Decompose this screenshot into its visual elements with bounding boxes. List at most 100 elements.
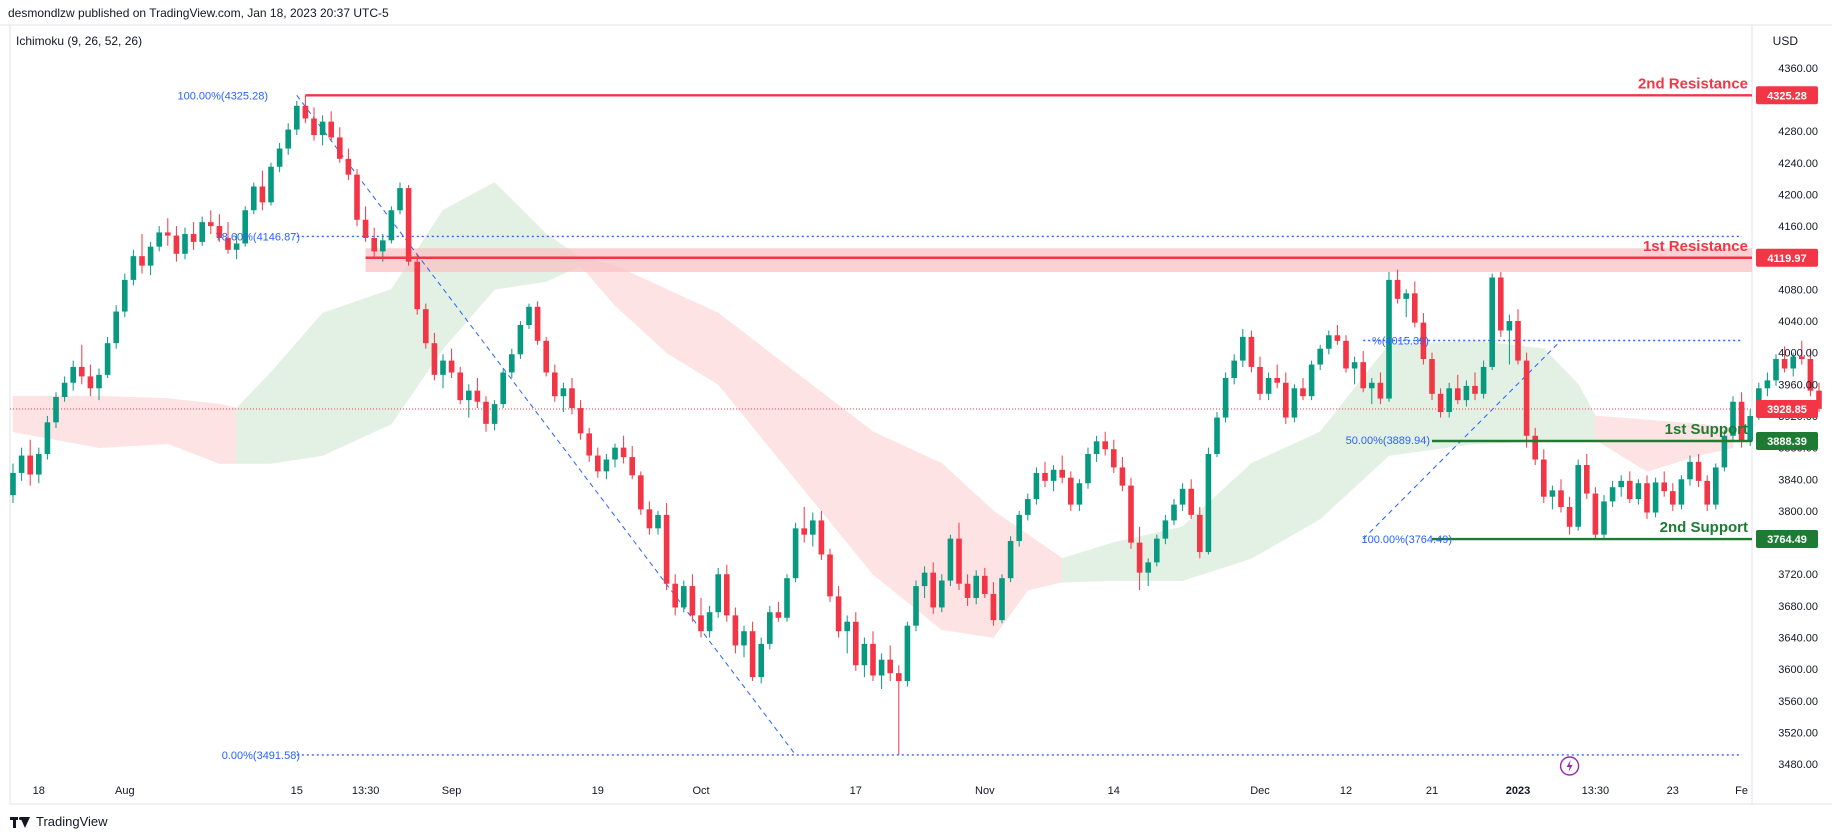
- candle-body: [199, 222, 205, 242]
- candle-body: [251, 186, 257, 211]
- candle-body: [612, 447, 618, 460]
- candle-body: [1601, 501, 1607, 535]
- resistance-level-title: 1st Resistance: [1643, 238, 1748, 255]
- candle-body: [1695, 461, 1702, 481]
- candle-body: [1188, 488, 1194, 515]
- candle-body: [1222, 377, 1229, 418]
- resistance-price-badge-text: 4119.97: [1767, 253, 1806, 265]
- candle-body: [500, 372, 506, 405]
- candle-body: [1050, 469, 1057, 481]
- ichimoku-cloud-segment: [614, 265, 667, 354]
- fib-level-label: 78.60%(4146.87): [216, 231, 300, 243]
- candle-body: [577, 408, 584, 434]
- candle-body: [1205, 453, 1212, 553]
- fib-trend-line[interactable]: [1362, 340, 1562, 540]
- candle-body: [354, 174, 360, 220]
- candle-body: [1455, 388, 1461, 401]
- resistance-price-badge-text: 4325.28: [1767, 90, 1807, 102]
- candle-body: [956, 538, 962, 584]
- candle-body: [405, 188, 412, 262]
- candle-body: [741, 631, 747, 646]
- candle-body: [973, 575, 979, 598]
- current-price-badge: [1756, 399, 1818, 418]
- candle-body: [311, 118, 317, 136]
- support-price-badge: [1756, 530, 1818, 549]
- ichimoku-cloud-segment: [219, 403, 237, 464]
- candle-body: [767, 612, 773, 644]
- price-axis-tick: 4160.00: [1778, 221, 1818, 233]
- candle-body: [165, 232, 171, 236]
- candle-body: [423, 309, 429, 344]
- support-price-badge: [1756, 431, 1818, 450]
- candle-body: [1807, 359, 1814, 391]
- candle-body: [1584, 465, 1590, 494]
- candle-body: [1326, 335, 1332, 349]
- fib-level-label: 100.00%(4325.28): [177, 90, 268, 102]
- candle-body: [431, 343, 438, 375]
- candle-body: [1549, 490, 1556, 497]
- candle-body: [190, 233, 197, 242]
- candle-body: [1523, 360, 1530, 436]
- time-axis-tick: 17: [850, 785, 862, 797]
- candle-body: [1171, 504, 1177, 521]
- candle-body: [276, 148, 283, 167]
- candle-body: [259, 186, 266, 203]
- candle-body: [1283, 382, 1289, 418]
- tradingview-brand[interactable]: TradingView: [10, 814, 108, 829]
- candle-body: [749, 631, 756, 678]
- candle-body: [1412, 293, 1418, 323]
- candle-body: [724, 574, 730, 616]
- candle-body: [1592, 493, 1599, 535]
- candle-body: [990, 594, 997, 621]
- candle-body: [663, 514, 670, 584]
- candle-body: [1317, 348, 1323, 365]
- candle-body: [1627, 480, 1633, 500]
- candle-body: [1790, 356, 1796, 369]
- candle-body: [1128, 485, 1134, 543]
- candle-body: [18, 455, 25, 473]
- candle-body: [182, 233, 188, 254]
- fib-trend-line[interactable]: [296, 94, 796, 756]
- candle-body: [122, 279, 128, 312]
- candle-body: [104, 343, 111, 375]
- indicator-label[interactable]: Ichimoku (9, 26, 52, 26): [16, 34, 143, 48]
- candle-body: [36, 453, 42, 475]
- time-axis-tick: Aug: [115, 785, 135, 797]
- candle-body: [706, 612, 713, 632]
- candle-body: [1265, 377, 1272, 394]
- time-axis-tick: Sep: [442, 785, 462, 797]
- candle-body: [380, 240, 386, 252]
- candle-body: [827, 554, 833, 597]
- candle-body: [801, 528, 807, 535]
- candle-body: [466, 390, 472, 401]
- lightning-icon[interactable]: [1559, 756, 1580, 776]
- candle-body: [1747, 415, 1753, 442]
- candle-body: [999, 578, 1005, 621]
- resistance-price-badge: [1756, 248, 1818, 267]
- time-axis-tick: 12: [1340, 785, 1352, 797]
- price-axis-tick: 4360.00: [1778, 63, 1818, 75]
- fib-level-label: 50.00%(3889.94): [1346, 435, 1430, 447]
- candle-body: [1042, 472, 1048, 481]
- time-axis-tick: 21: [1426, 785, 1438, 797]
- candle-body: [1145, 562, 1151, 573]
- ichimoku-cloud-segment: [1027, 534, 1063, 591]
- candle-body: [1670, 491, 1676, 505]
- price-axis-tick: 3680.00: [1778, 601, 1818, 613]
- candle-body: [79, 366, 85, 377]
- candle-body: [732, 615, 739, 646]
- candle-body: [1678, 479, 1685, 505]
- candle-body: [1541, 459, 1547, 497]
- candle-body: [440, 360, 446, 375]
- candle-body: [595, 455, 601, 472]
- candle-body: [1781, 359, 1788, 369]
- candle-body: [1386, 279, 1392, 399]
- price-axis-tick: 3480.00: [1778, 759, 1818, 771]
- candle-body: [1240, 336, 1246, 361]
- candle-body: [1515, 321, 1521, 361]
- candle-body: [1437, 393, 1444, 413]
- candle-body: [1506, 321, 1513, 331]
- candle-body: [1351, 362, 1358, 369]
- candle-body: [517, 324, 524, 355]
